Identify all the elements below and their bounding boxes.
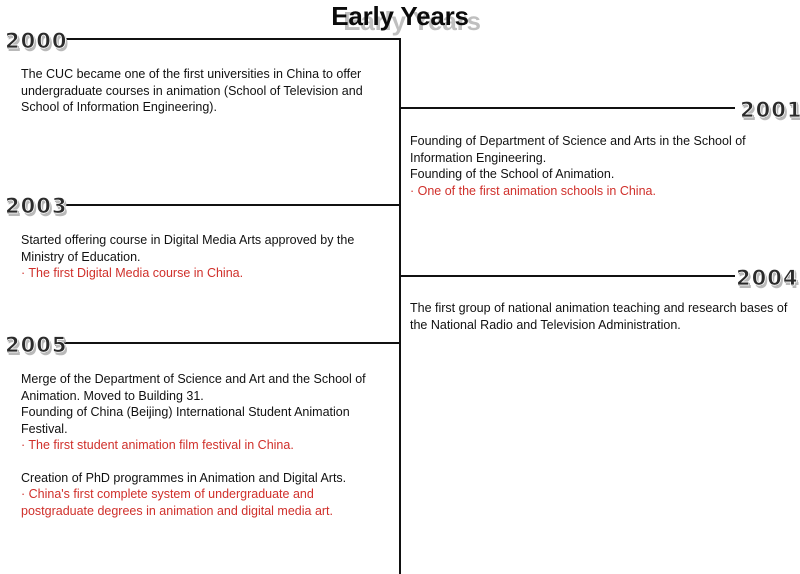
entry-text: Founding of Department of Science and Ar… xyxy=(410,134,746,165)
timeline-connector-2005 xyxy=(62,342,401,344)
entry-text: The first group of national animation te… xyxy=(410,301,788,332)
timeline-entry-2000: The CUC became one of the first universi… xyxy=(21,66,383,116)
timeline-entry-2005: Merge of the Department of Science and A… xyxy=(21,371,383,519)
year-label-2001: 2001 xyxy=(740,98,800,123)
entry-text: Founding of the School of Animation. xyxy=(410,167,615,181)
timeline-axis xyxy=(399,38,401,574)
year-label-2003: 2003 xyxy=(5,194,68,219)
timeline-entry-2003: Started offering course in Digital Media… xyxy=(21,232,383,282)
entry-spacer xyxy=(21,454,383,470)
timeline-entry-2001: Founding of Department of Science and Ar… xyxy=(410,133,782,199)
entry-text: Merge of the Department of Science and A… xyxy=(21,372,366,403)
timeline-connector-2000 xyxy=(62,38,401,40)
year-label-2005: 2005 xyxy=(5,333,68,358)
entry-highlight: · China's first complete system of under… xyxy=(21,487,334,518)
entry-text: The CUC became one of the first universi… xyxy=(21,67,363,114)
timeline-connector-2004 xyxy=(399,275,735,277)
entry-highlight: · The first Digital Media course in Chin… xyxy=(21,266,244,280)
page-title-text: Early Years xyxy=(331,1,469,31)
page-title-shadow: Early Years xyxy=(343,6,481,36)
timeline-connector-2001 xyxy=(399,107,735,109)
entry-highlight: · The first student animation film festi… xyxy=(21,438,294,452)
entry-text: Started offering course in Digital Media… xyxy=(21,233,355,264)
entry-highlight: · One of the first animation schools in … xyxy=(410,183,656,198)
year-label-2000: 2000 xyxy=(5,29,68,54)
page-title: Early Years Early Years xyxy=(0,0,800,36)
timeline-connector-2003 xyxy=(62,204,401,206)
timeline-entry-2004: The first group of national animation te… xyxy=(410,300,796,333)
entry-text: Creation of PhD programmes in Animation … xyxy=(21,470,347,485)
year-label-2004: 2004 xyxy=(736,266,799,291)
entry-text: Founding of China (Beijing) Internationa… xyxy=(21,405,350,436)
